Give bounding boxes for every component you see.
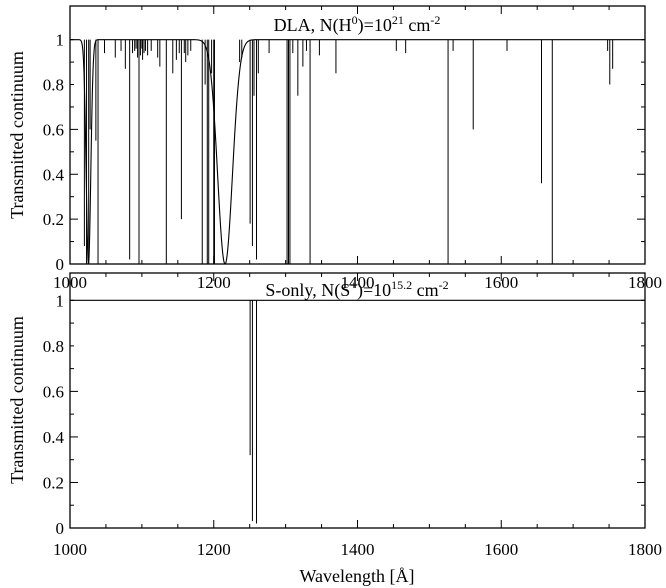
y-tick-label: 1	[56, 31, 65, 50]
x-tick-label: 1400	[341, 273, 375, 292]
y-tick-label: 0.6	[43, 382, 64, 401]
top-panel-title: DLA, N(H0)=1021 cm-2	[274, 13, 441, 36]
y-tick-label: 0.6	[43, 120, 64, 139]
y-tick-label: 0	[56, 255, 65, 274]
panel-title-part: cm	[412, 280, 439, 300]
x-tick-label: 1600	[484, 540, 518, 559]
x-axis-label: Wavelength [Å]	[299, 566, 414, 586]
y-tick-label: 0.4	[43, 165, 65, 184]
panel-title-part: 0	[352, 13, 358, 27]
x-tick-label: 1400	[341, 540, 375, 559]
panel-title-part: -2	[430, 13, 440, 27]
panel-title-part: 21	[392, 13, 404, 27]
panel-title-part: )=10	[358, 15, 392, 36]
bottom-panel-title: S-only, N(S+)=1015.2 cm-2	[265, 278, 448, 301]
y-tick-label: 0.8	[43, 337, 64, 356]
y-tick-label: 1	[56, 291, 65, 310]
x-tick-label: 1600	[484, 273, 518, 292]
x-tick-label: 1200	[197, 540, 231, 559]
bottom-axis-ticks: 1000 1200 1400 1600 1800 0 0.2 0.4 0.6 0.8 1	[43, 273, 662, 559]
top-spectrum-line	[69, 39, 646, 265]
panel-title-part: )=10	[357, 280, 391, 301]
panel-title-part: DLA, N(H	[274, 15, 352, 36]
panel-title-part: 15.2	[391, 278, 412, 292]
panel-title-part: +	[350, 278, 357, 292]
y-tick-label: 0.4	[43, 428, 65, 447]
x-tick-label: 1000	[53, 540, 87, 559]
top-plot-frame	[69, 5, 646, 265]
x-tick-label: 1200	[197, 273, 231, 292]
panel-title-part: S-only, N(S	[265, 280, 350, 301]
top-y-axis-label: Transmitted continuum	[7, 51, 27, 219]
y-tick-label: 0.2	[43, 473, 64, 492]
bottom-panel: 1000 1200 1400 1600 1800 0 0.2 0.4 0.6 0.8 1 S-onl…	[7, 272, 662, 586]
y-tick-label: 0	[56, 519, 65, 538]
bottom-y-axis-label: Transmitted continuum	[7, 316, 27, 484]
panel-title-part: cm	[404, 15, 431, 35]
x-tick-label: 1800	[628, 540, 662, 559]
bottom-plot-frame	[69, 272, 646, 529]
y-tick-label: 0.8	[43, 76, 64, 95]
y-tick-label: 0.2	[43, 210, 64, 229]
panel-title-part: -2	[439, 278, 449, 292]
